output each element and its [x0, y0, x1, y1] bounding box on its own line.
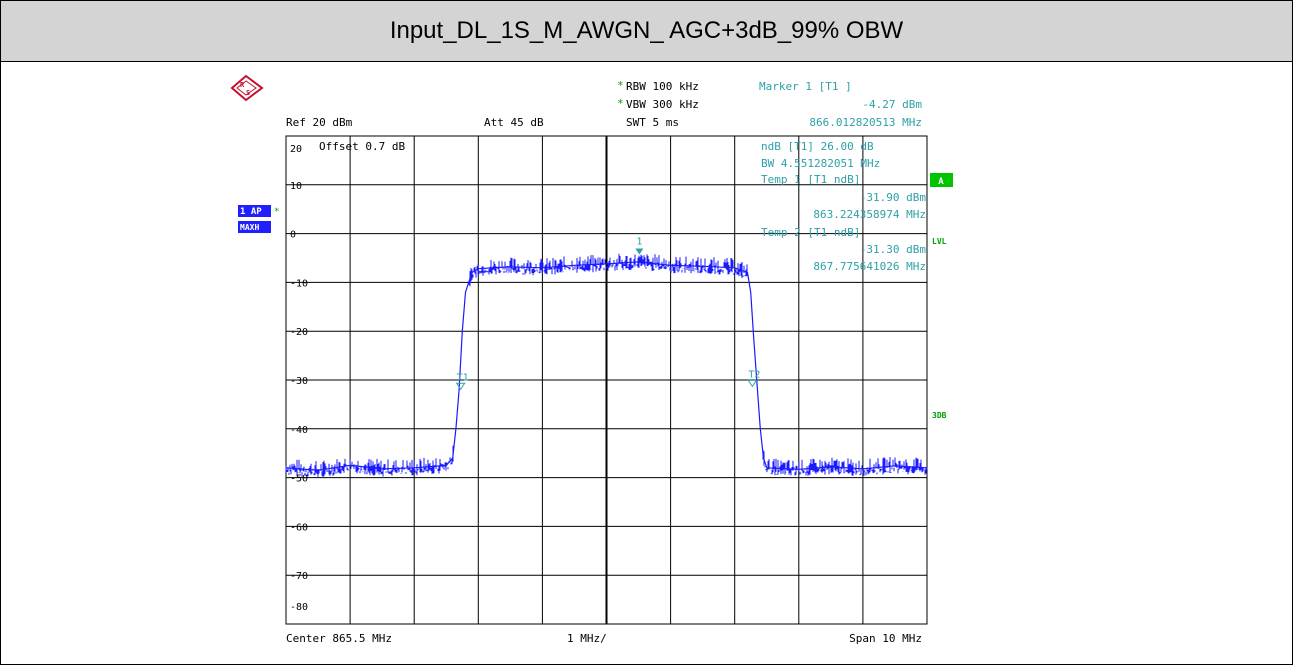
temp2-level: -31.30 dBm: [860, 243, 927, 256]
trace-a-badge: [930, 173, 953, 187]
temp1-freq: 863.224358974 MHz: [813, 208, 926, 221]
ndb-label: ndB [T1] 26.00 dB: [761, 140, 874, 153]
svg-text:R: R: [240, 81, 245, 89]
sweep-time: SWT 5 ms: [626, 116, 679, 129]
plot-grid: [285, 135, 928, 625]
trace-noise-path: [285, 253, 928, 478]
marker-t2: T2: [747, 369, 760, 388]
marker1-level: -4.27 dBm: [862, 98, 922, 111]
y-ticks: 20 10 0 -10 -20 -30 -40 -50 -60 -70 -80: [290, 144, 308, 613]
marker-1-triangle-icon: [635, 248, 644, 255]
rbw-star: *: [617, 79, 624, 92]
marker-t1: T1: [455, 372, 469, 391]
marker-t2-triangle-icon: [747, 379, 758, 388]
3db-label: 3DB: [932, 411, 947, 420]
y-tick-label: -70: [290, 571, 308, 582]
temp2-title: Temp 2 [T1 ndB]: [761, 226, 860, 239]
trace-mode-star: *: [274, 207, 279, 217]
y-tick-label: -30: [290, 376, 308, 387]
temp1-level: -31.90 dBm: [860, 191, 927, 204]
bw-label: BW 4.551282051 MHz: [761, 157, 880, 170]
page-title: Input_DL_1S_M_AWGN_ AGC+3dB_99% OBW: [389, 17, 904, 44]
trace-noise: [285, 253, 928, 478]
center-frequency: Center 865.5 MHz: [286, 632, 392, 645]
offset-label: Offset 0.7 dB: [319, 140, 405, 153]
marker1-freq: 866.012820513 MHz: [809, 116, 922, 129]
trace-mode-badge: [238, 205, 271, 217]
marker-t2-label: T2: [748, 369, 760, 380]
lvl-label: LVL: [932, 237, 947, 246]
y-tick-label: -60: [290, 522, 308, 533]
trace-a-badge-label: A: [938, 177, 944, 187]
y-tick-label: 10: [290, 181, 302, 192]
marker-1-label: 1: [636, 236, 642, 247]
y-tick-label: -80: [290, 602, 308, 613]
vbw-value: VBW 300 kHz: [626, 98, 699, 111]
marker-t1-label: T1: [457, 372, 469, 383]
marker-1: 1: [635, 236, 644, 255]
trace-mode-badge-label: 1 AP: [240, 207, 262, 217]
y-tick-label: -40: [290, 425, 308, 436]
temp2-freq: 867.775641026 MHz: [813, 260, 926, 273]
rs-logo-icon: R S: [230, 74, 264, 102]
y-tick-label: -50: [290, 474, 308, 485]
y-tick-label: -10: [290, 278, 308, 289]
rbw-value: RBW 100 kHz: [626, 80, 699, 93]
attenuation: Att 45 dB: [484, 116, 544, 129]
spectrum-trace: [285, 261, 928, 471]
span: Span 10 MHz: [849, 632, 922, 645]
y-tick-label: 20: [290, 144, 302, 155]
maxhold-badge-label: MAXH: [240, 223, 259, 232]
ref-level: Ref 20 dBm: [286, 116, 353, 129]
y-tick-label: -20: [290, 327, 308, 338]
temp1-title: Temp 1 [T1 ndB]: [761, 173, 860, 186]
maxhold-badge: [238, 221, 271, 233]
vbw-star: *: [617, 97, 624, 110]
marker-t1-triangle-icon: [455, 382, 466, 391]
y-tick-label: 0: [290, 230, 296, 241]
marker1-title: Marker 1 [T1 ]: [759, 80, 852, 93]
svg-text:S: S: [246, 89, 250, 97]
title-bar: Input_DL_1S_M_AWGN_ AGC+3dB_99% OBW: [1, 1, 1292, 62]
frequency-division: 1 MHz/: [567, 632, 607, 645]
